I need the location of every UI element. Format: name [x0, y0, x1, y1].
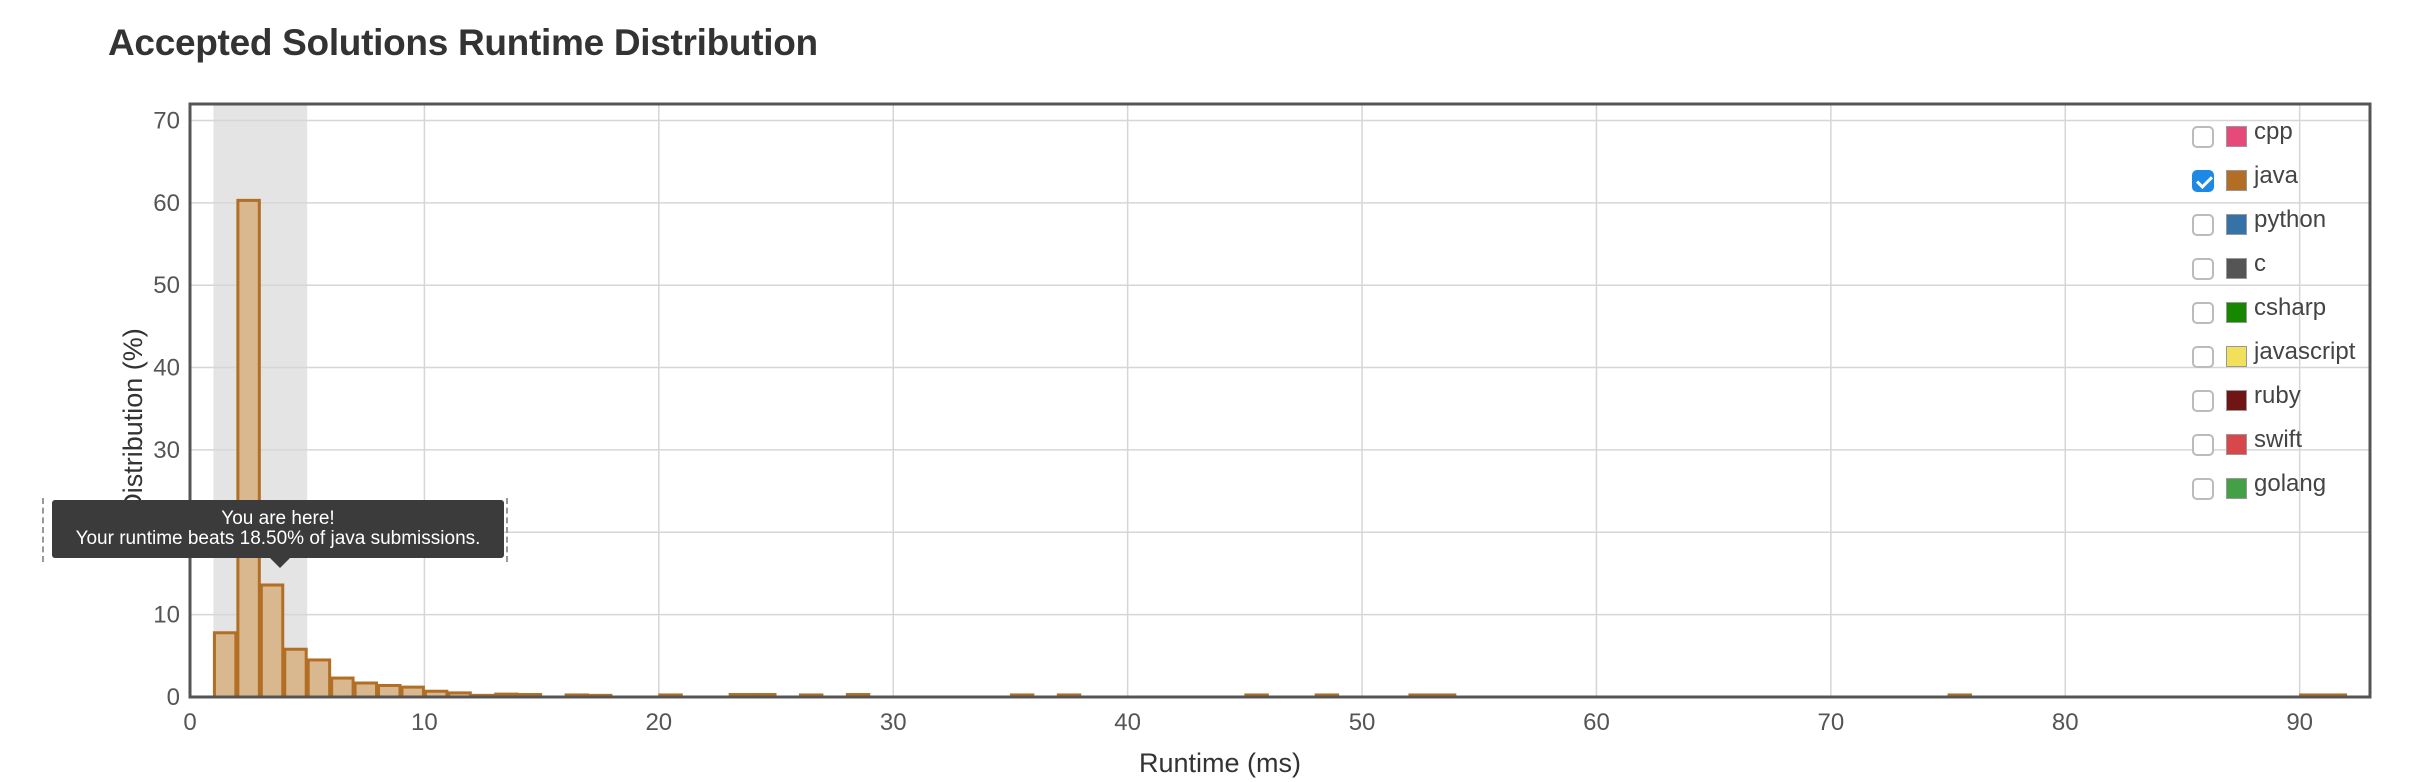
- histogram-bar: [236, 198, 261, 699]
- legend-label: csharp: [2254, 294, 2327, 321]
- legend-checkbox[interactable]: [2192, 214, 2214, 236]
- legend-label: golang: [2254, 470, 2327, 497]
- x-tick-label: 30: [880, 709, 907, 736]
- tooltip-title: You are here!: [221, 508, 335, 529]
- legend-checkbox[interactable]: [2192, 258, 2214, 280]
- page-title: Accepted Solutions Runtime Distribution: [108, 22, 818, 63]
- legend-swatch: [2226, 126, 2247, 147]
- legend-swatch: [2226, 390, 2247, 411]
- legend-checkbox[interactable]: [2192, 434, 2214, 456]
- x-tick-label: 80: [2052, 709, 2079, 736]
- histogram-bar: [306, 658, 332, 699]
- histogram-bar: [212, 631, 238, 699]
- y-tick-label: 70: [153, 107, 180, 134]
- legend-swatch: [2226, 170, 2247, 191]
- legend-swatch: [2226, 302, 2247, 323]
- legend-label: java: [2254, 162, 2299, 189]
- y-tick-label: 10: [153, 602, 180, 629]
- y-tick-label: 30: [153, 437, 180, 464]
- legend-checkbox[interactable]: [2192, 346, 2214, 368]
- legend-checkbox[interactable]: [2192, 126, 2214, 148]
- legend-checkbox[interactable]: [2192, 302, 2214, 324]
- x-tick-label: 10: [411, 709, 438, 736]
- x-tick-label: 40: [1114, 709, 1141, 736]
- legend-checkbox[interactable]: [2192, 170, 2214, 192]
- legend-label: cpp: [2254, 118, 2293, 145]
- y-tick-label: 40: [153, 355, 180, 382]
- legend-swatch: [2226, 258, 2247, 279]
- legend-label: swift: [2254, 426, 2302, 453]
- you-are-here-tooltip: You are here! Your runtime beats 18.50% …: [52, 500, 504, 568]
- y-tick-label: 50: [153, 272, 180, 299]
- legend-checkbox[interactable]: [2192, 390, 2214, 412]
- y-axis-label: Distribution (%): [118, 328, 148, 513]
- x-tick-label: 70: [1818, 709, 1845, 736]
- legend-checkbox[interactable]: [2192, 478, 2214, 500]
- histogram-bar: [283, 647, 308, 699]
- legend-label: javascript: [2254, 338, 2356, 365]
- histogram-bar: [330, 676, 355, 699]
- x-tick-label: 0: [183, 709, 196, 736]
- legend-label: c: [2254, 250, 2266, 277]
- histogram-bar: [353, 681, 379, 699]
- y-tick-label: 0: [167, 684, 180, 711]
- histogram-bar: [377, 683, 402, 699]
- plot-frame: [188, 102, 2372, 699]
- legend-swatch: [2226, 434, 2247, 455]
- legend-swatch: [2226, 478, 2247, 499]
- tooltip-detail: Your runtime beats 18.50% of java submis…: [75, 528, 481, 549]
- legend-label: python: [2254, 206, 2327, 233]
- legend-swatch: [2226, 214, 2247, 235]
- x-tick-label: 50: [1349, 709, 1376, 736]
- x-tick-label: 90: [2286, 709, 2313, 736]
- y-tick-label: 60: [153, 190, 180, 217]
- x-tick-label: 20: [645, 709, 672, 736]
- legend-swatch: [2226, 346, 2247, 367]
- x-axis-label: Runtime (ms): [1139, 748, 1301, 778]
- histogram-bar: [259, 583, 285, 699]
- tooltip-frame: [42, 498, 508, 562]
- x-tick-label: 60: [1583, 709, 1610, 736]
- legend-label: ruby: [2254, 382, 2301, 409]
